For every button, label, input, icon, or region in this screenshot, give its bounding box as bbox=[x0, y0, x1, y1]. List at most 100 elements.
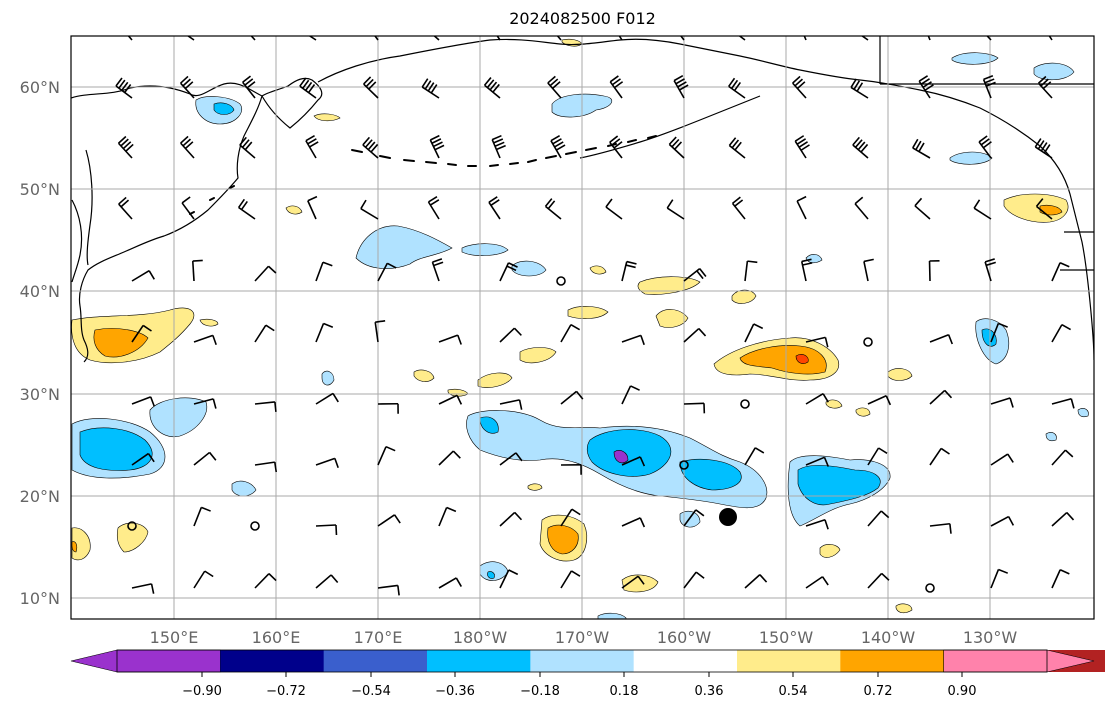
calm-circle bbox=[863, 337, 873, 347]
calm-circle bbox=[127, 521, 137, 531]
wind-barb bbox=[131, 396, 155, 407]
colorbar-segment bbox=[323, 650, 428, 672]
negative-region bbox=[149, 397, 208, 438]
wind-barb bbox=[315, 457, 339, 469]
lon-label: 150°W bbox=[759, 628, 814, 647]
wind-barb bbox=[315, 261, 333, 282]
wind-barb bbox=[433, 36, 440, 41]
wind-barb bbox=[374, 36, 379, 41]
shaded-regions bbox=[71, 38, 1089, 619]
positive-region bbox=[199, 318, 219, 327]
wind-barb bbox=[744, 447, 765, 466]
map-frame bbox=[70, 35, 1095, 620]
colorbar-segment bbox=[737, 650, 841, 672]
wind-barb bbox=[673, 74, 689, 99]
wind-barb bbox=[1051, 449, 1074, 466]
wind-barb bbox=[242, 75, 256, 99]
wind-barb bbox=[560, 508, 581, 527]
calm-circle bbox=[556, 276, 566, 286]
wind-barb bbox=[254, 461, 278, 473]
positive-region bbox=[795, 354, 809, 364]
wind-barb bbox=[237, 198, 256, 220]
positive-region bbox=[567, 306, 609, 319]
wind-barb bbox=[805, 518, 829, 530]
wind-barb bbox=[679, 36, 685, 41]
wind-barb bbox=[982, 74, 996, 99]
positive-region bbox=[71, 527, 91, 561]
wind-barb bbox=[377, 584, 400, 596]
wind-barb bbox=[377, 514, 401, 527]
wind-barb bbox=[1048, 36, 1053, 41]
wind-barb bbox=[438, 450, 461, 466]
wind-barb bbox=[377, 445, 396, 466]
wind-barb bbox=[499, 262, 518, 282]
alaska-peninsula bbox=[579, 95, 761, 159]
wind-barb bbox=[618, 36, 623, 41]
colorbar-tick-label: −0.72 bbox=[266, 684, 306, 699]
wind-barb bbox=[131, 270, 155, 282]
wind-barb bbox=[854, 196, 869, 220]
wind-barb bbox=[118, 196, 133, 220]
wind-barb bbox=[254, 324, 275, 343]
wind-barb bbox=[363, 76, 379, 99]
wind-barb bbox=[984, 258, 996, 282]
colorbar-ticks bbox=[201, 672, 963, 677]
wind-barb bbox=[193, 334, 217, 346]
wind-barb bbox=[1037, 75, 1053, 99]
lon-labels: 150°E 160°E 170°E 180°W 170°W 160°W 150°… bbox=[150, 628, 1018, 647]
wind-barb bbox=[978, 135, 992, 159]
wind-barb bbox=[990, 568, 1009, 589]
wind-barb bbox=[544, 198, 562, 220]
sakhalin-coastline bbox=[85, 149, 93, 266]
negative-region bbox=[949, 151, 993, 165]
wind-barb bbox=[115, 77, 133, 99]
wind-barb bbox=[986, 36, 992, 41]
wind-barb bbox=[377, 262, 397, 282]
positive-region bbox=[447, 388, 469, 397]
wind-barb bbox=[438, 577, 463, 589]
lon-label: 160°E bbox=[252, 628, 301, 647]
colorbar-segment bbox=[427, 650, 531, 672]
gridlines bbox=[71, 36, 1094, 619]
lon-label: 160°W bbox=[657, 628, 712, 647]
colorbar-segment bbox=[633, 650, 738, 672]
wind-barb bbox=[131, 583, 155, 594]
wind-barb bbox=[683, 267, 707, 282]
wind-barb bbox=[499, 511, 523, 527]
wind-barb bbox=[254, 265, 277, 282]
asia-coastline bbox=[71, 82, 263, 363]
wind-barb bbox=[683, 402, 706, 414]
map-title: 2024082500 F012 bbox=[509, 9, 656, 28]
negative-region bbox=[79, 427, 153, 471]
colorbar-segment bbox=[840, 650, 945, 672]
wind-barb bbox=[990, 397, 1014, 408]
wind-barb bbox=[621, 260, 637, 282]
wind-barb bbox=[803, 36, 807, 41]
wind-barb bbox=[556, 36, 562, 41]
wind-barb bbox=[1051, 569, 1070, 589]
wind-barb bbox=[609, 75, 624, 99]
lon-label: 140°W bbox=[861, 628, 916, 647]
wind-barb bbox=[1051, 323, 1072, 343]
wind-barb bbox=[191, 259, 203, 282]
lat-labels: 60°N 50°N 40°N 30°N 20°N 10°N bbox=[20, 78, 60, 608]
calm-circle bbox=[679, 460, 689, 470]
positive-region bbox=[731, 289, 757, 304]
japan-coastline bbox=[71, 199, 83, 283]
negative-region bbox=[597, 612, 627, 619]
wind-barb bbox=[867, 572, 890, 589]
negative-region bbox=[487, 571, 495, 579]
wind-barb bbox=[315, 574, 339, 589]
positive-region bbox=[819, 544, 841, 558]
wind-barb bbox=[496, 36, 501, 41]
wind-barb bbox=[1051, 397, 1075, 409]
negative-region bbox=[213, 102, 235, 115]
wind-barb bbox=[805, 456, 830, 467]
wind-barb bbox=[805, 392, 829, 405]
colorbar-tick-label: −0.18 bbox=[520, 684, 560, 699]
wind-barb bbox=[850, 78, 869, 99]
calm-circle bbox=[250, 521, 260, 531]
wind-barb bbox=[193, 570, 214, 589]
negative-region bbox=[586, 429, 672, 477]
calm-circle bbox=[740, 399, 750, 409]
